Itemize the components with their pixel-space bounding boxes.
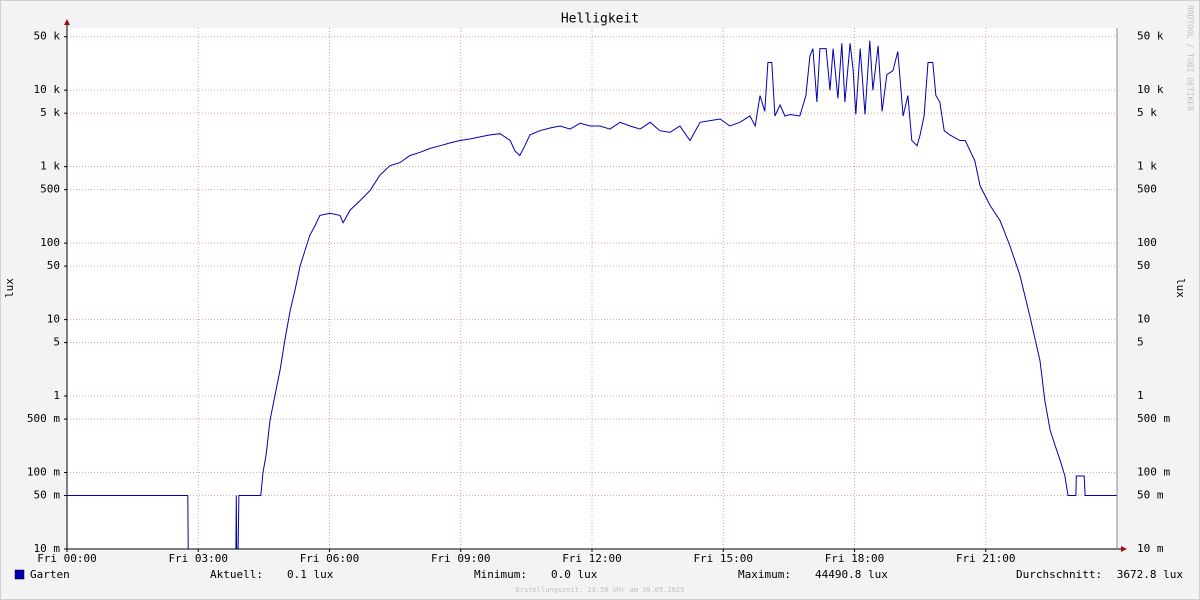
legend-label: Garten: [30, 568, 70, 581]
stat-label: Aktuell:: [210, 568, 263, 581]
x-arrow: [1121, 546, 1127, 552]
x-tick-label: Fri 09:00: [431, 552, 491, 565]
chart-title: Helligkeit: [561, 12, 639, 27]
stat-value: 0.0 lux: [551, 568, 598, 581]
y-tick-label: 500 m: [27, 412, 60, 425]
y-tick-label: 10: [47, 313, 60, 326]
x-tick-label: Fri 00:00: [37, 552, 97, 565]
stat-label: Durchschnitt:: [1016, 568, 1102, 581]
x-tick-label: Fri 21:00: [956, 552, 1016, 565]
y2-tick-label: 50 m: [1137, 489, 1164, 502]
y-tick-label: 5: [53, 336, 60, 349]
stat-value: 44490.8 lux: [815, 568, 888, 581]
y-tick-label: 1: [53, 389, 60, 402]
y-tick-label: 50 k: [34, 30, 61, 43]
stat-label: Maximum:: [738, 568, 791, 581]
y2-tick-label: 10 k: [1137, 83, 1164, 96]
x-tick-label: Fri 18:00: [825, 552, 885, 565]
y-tick-label: 1 k: [40, 160, 60, 173]
footer: Erstellungszeit: 23:58 Uhr am 30.05.2025: [516, 586, 685, 594]
y2-tick-label: 1 k: [1137, 160, 1157, 173]
plot: [67, 40, 1117, 550]
legend-swatch: [14, 569, 25, 580]
y2-tick-label: 50 k: [1137, 30, 1164, 43]
y2-tick-label: 5 k: [1137, 106, 1157, 119]
y2-tick-label: 5: [1137, 336, 1144, 349]
side-credit: RRDTOOL / TOBI OETIKER: [1186, 5, 1195, 111]
y-tick-label: 50: [47, 259, 60, 272]
stat-value: 3672.8 lux: [1117, 568, 1184, 581]
y-tick-label: 100 m: [27, 466, 60, 479]
stat-label: Minimum:: [474, 568, 527, 581]
x-tick-label: Fri 03:00: [168, 552, 228, 565]
y2-tick-label: 500: [1137, 183, 1157, 196]
series-line: [67, 40, 1117, 550]
y-tick-label: 10 k: [34, 83, 61, 96]
y-tick-label: 500: [40, 183, 60, 196]
y-tick-label: 50 m: [34, 489, 61, 502]
stat-value: 0.1 lux: [287, 568, 334, 581]
y-arrow: [64, 19, 70, 25]
y2-tick-label: 100 m: [1137, 466, 1170, 479]
y-tick-label: 5 k: [40, 106, 60, 119]
y-tick-label: 10 m: [34, 542, 61, 555]
x-tick-label: Fri 15:00: [693, 552, 753, 565]
y-axis-label: lux: [3, 278, 16, 298]
grid: [66, 28, 1117, 550]
y2-tick-label: 10 m: [1137, 542, 1164, 555]
y2-tick-label: 100: [1137, 236, 1157, 249]
y2-tick-label: 50: [1137, 259, 1150, 272]
y2-tick-label: 1: [1137, 389, 1144, 402]
y2-tick-label: 500 m: [1137, 412, 1170, 425]
labels: 10 m 10 m 50 m 50 m 100 m 100 m 500 m 500 m 1 1 5 5…: [14, 30, 1184, 581]
x-tick-label: Fri 12:00: [562, 552, 622, 565]
y2-axis-label: lux: [1174, 278, 1187, 298]
y2-tick-label: 10: [1137, 313, 1150, 326]
y-tick-label: 100: [40, 236, 60, 249]
x-tick-label: Fri 06:00: [300, 552, 360, 565]
